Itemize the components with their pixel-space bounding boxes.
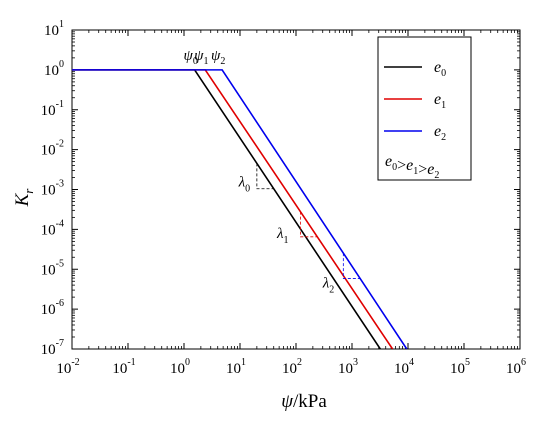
slope-triangle-0 bbox=[256, 163, 274, 190]
y-tick-label: 10-6 bbox=[41, 298, 64, 318]
plot-area: 10-2 10-1 100 101 102 103 104 105 106 10-7 10-6 10-… bbox=[12, 19, 526, 412]
x-tick-label: 106 bbox=[506, 357, 526, 377]
x-tick-label: 100 bbox=[170, 357, 190, 377]
series-lines bbox=[72, 69, 408, 349]
slope-triangle-1 bbox=[300, 211, 318, 238]
x-tick-label: 102 bbox=[282, 357, 302, 377]
legend: e0 e1 e2 e0>e1>e2 bbox=[377, 36, 472, 181]
legend-label-e1: e1 bbox=[434, 91, 446, 111]
psi-label-1: ψ1 bbox=[194, 48, 208, 67]
legend-label-e0: e0 bbox=[434, 59, 446, 79]
x-tick-label: 103 bbox=[338, 357, 358, 377]
y-tick-label: 10-7 bbox=[41, 338, 64, 358]
y-tick-label: 10-3 bbox=[41, 179, 64, 199]
x-axis-title: ψ/kPa bbox=[281, 391, 327, 412]
slope-label-1: λ1 bbox=[276, 226, 289, 246]
psi-label-0: ψ0 bbox=[183, 48, 197, 67]
y-tick-label: 10-2 bbox=[41, 139, 64, 159]
series-line-e0 bbox=[72, 69, 381, 349]
y-tick-label: 101 bbox=[44, 19, 64, 39]
slope-label-0: λ0 bbox=[238, 174, 251, 194]
y-tick-label: 10-1 bbox=[41, 99, 64, 119]
series-line-e1 bbox=[72, 69, 394, 349]
legend-note: e0>e1>e2 bbox=[385, 153, 439, 181]
x-tick-label: 10-2 bbox=[56, 357, 79, 377]
y-tick-label: 10-5 bbox=[41, 258, 64, 278]
series-line-e2 bbox=[72, 69, 408, 349]
y-axis-title: Kr bbox=[12, 188, 36, 208]
y-tick-label: 10-4 bbox=[41, 218, 64, 238]
x-tick-label: 104 bbox=[394, 357, 414, 377]
slope-triangle-2 bbox=[342, 253, 361, 279]
slope-label-2: λ2 bbox=[322, 275, 335, 295]
y-tick-label: 100 bbox=[44, 59, 64, 79]
x-tick-label: 101 bbox=[226, 357, 246, 377]
legend-label-e2: e2 bbox=[434, 123, 446, 143]
legend-box bbox=[377, 36, 472, 181]
x-tick-label: 10-1 bbox=[112, 357, 135, 377]
x-tick-label: 105 bbox=[450, 357, 470, 377]
psi-label-2: ψ2 bbox=[211, 48, 225, 67]
